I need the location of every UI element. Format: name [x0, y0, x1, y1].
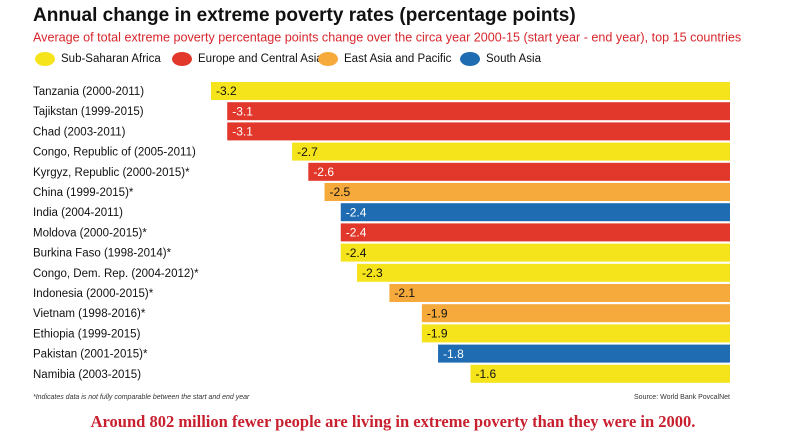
bar [421, 324, 730, 343]
y-tick-label: Chad (2003-2011) [33, 126, 126, 138]
source: Source: World Bank PovcalNet [634, 394, 730, 401]
y-tick-label: Congo, Republic of (2005-2011) [33, 147, 196, 159]
value-label: -2.7 [297, 145, 318, 159]
value-label: -1.9 [427, 327, 448, 341]
bar [308, 162, 730, 181]
bar [340, 223, 730, 242]
y-tick-label: Moldova (2000-2015)* [33, 227, 147, 239]
value-label: -3.1 [232, 104, 253, 118]
value-label: -2.4 [346, 246, 367, 260]
bar [340, 243, 730, 262]
value-label: -2.6 [313, 165, 334, 179]
bar [324, 183, 730, 201]
value-label: -2.5 [330, 185, 351, 199]
bar [340, 203, 730, 222]
bar [227, 122, 730, 141]
value-label: -2.3 [362, 266, 383, 280]
y-tick-label: China (1999-2015)* [33, 187, 134, 199]
value-label: -1.8 [443, 347, 464, 361]
y-tick-label: Pakistan (2001-2015)* [33, 349, 148, 361]
legend-label: Europe and Central Asia [198, 53, 323, 65]
value-label: -3.1 [232, 125, 253, 139]
legend-swatch [172, 52, 192, 66]
bar [356, 263, 730, 282]
y-tick-label: Burkina Faso (1998-2014)* [33, 248, 172, 260]
legend-label: East Asia and Pacific [344, 53, 452, 65]
y-tick-label: Tanzania (2000-2011) [33, 86, 144, 98]
chart-subtitle: Average of total extreme poverty percent… [33, 30, 741, 44]
legend-label: Sub-Saharan Africa [61, 53, 161, 65]
y-tick-label: Namibia (2003-2015) [33, 369, 141, 381]
y-tick-label: Indonesia (2000-2015)* [33, 288, 154, 300]
bar [227, 102, 730, 121]
value-label: -3.2 [216, 84, 237, 98]
y-tick-label: Congo, Dem. Rep. (2004-2012)* [33, 268, 199, 280]
y-tick-label: India (2004-2011) [33, 207, 123, 219]
value-label: -2.4 [346, 205, 367, 219]
value-label: -1.6 [476, 367, 497, 381]
y-tick-label: Tajikstan (1999-2015) [33, 106, 144, 118]
legend-label: South Asia [486, 53, 542, 65]
footnote: *Indicates data is not fully comparable … [33, 394, 250, 401]
value-label: -2.1 [394, 286, 415, 300]
legend-swatch [460, 52, 480, 66]
bar [470, 364, 730, 383]
value-label: -2.4 [346, 226, 367, 240]
y-tick-label: Vietnam (1998-2016)* [33, 308, 146, 320]
bar [389, 284, 730, 302]
value-label: -1.9 [427, 306, 448, 320]
bar [421, 304, 730, 323]
caption: Around 802 million fewer people are livi… [91, 412, 696, 431]
bar [292, 142, 730, 161]
chart-title: Annual change in extreme poverty rates (… [33, 5, 576, 26]
y-tick-label: Ethiopia (1999-2015) [33, 328, 141, 340]
bar [438, 344, 730, 363]
legend-swatch [35, 52, 55, 66]
bar [211, 82, 730, 100]
y-tick-label: Kyrgyz, Republic (2000-2015)* [33, 167, 190, 179]
legend-swatch [318, 52, 338, 66]
